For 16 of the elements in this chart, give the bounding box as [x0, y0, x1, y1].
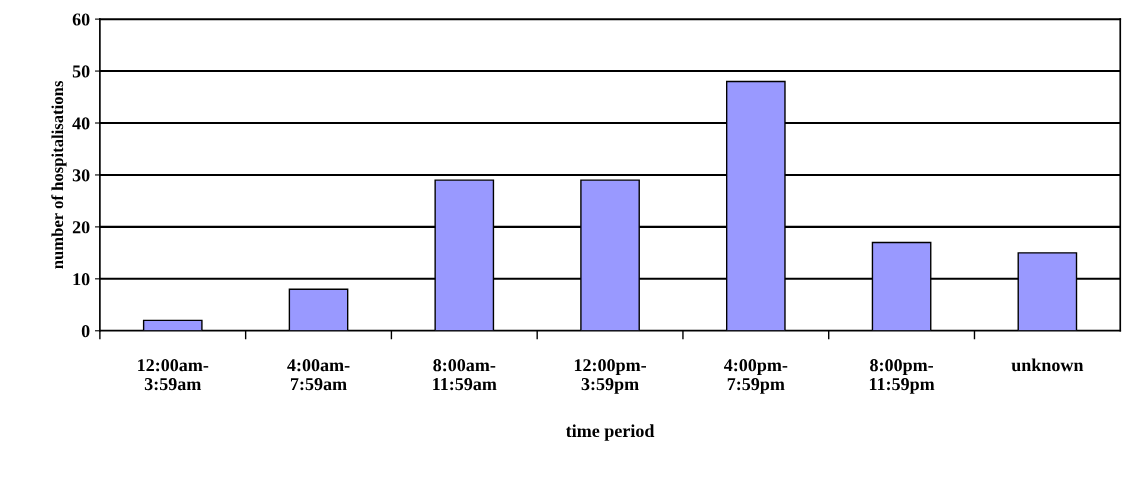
x-tick-label: 12:00am- 3:59am [138, 359, 209, 391]
y-tick-label: 10 [73, 273, 90, 286]
x-tick-label: 4:00am- 7:59am [287, 359, 350, 391]
x-axis-title: time period [565, 424, 655, 441]
y-tick-label: 20 [72, 221, 90, 234]
y-tick-label: 60 [72, 13, 90, 26]
y-tick-label: 0 [81, 325, 90, 338]
x-tick-label: 8:00am- 11:59am [433, 359, 497, 391]
y-tick-label: 40 [72, 117, 90, 130]
x-tick-label: 12:00pm- 3:59pm [574, 359, 647, 394]
y-tick-label: 30 [72, 169, 90, 182]
x-tick-label: 4:00pm- 7:59pm [723, 359, 788, 394]
x-tick-label: 8:00pm- 11:59pm [869, 359, 935, 394]
y-axis-title: number of hospitalisations [51, 81, 67, 269]
y-tick-label: 50 [72, 65, 90, 78]
x-tick-label: unknown [1011, 358, 1084, 372]
